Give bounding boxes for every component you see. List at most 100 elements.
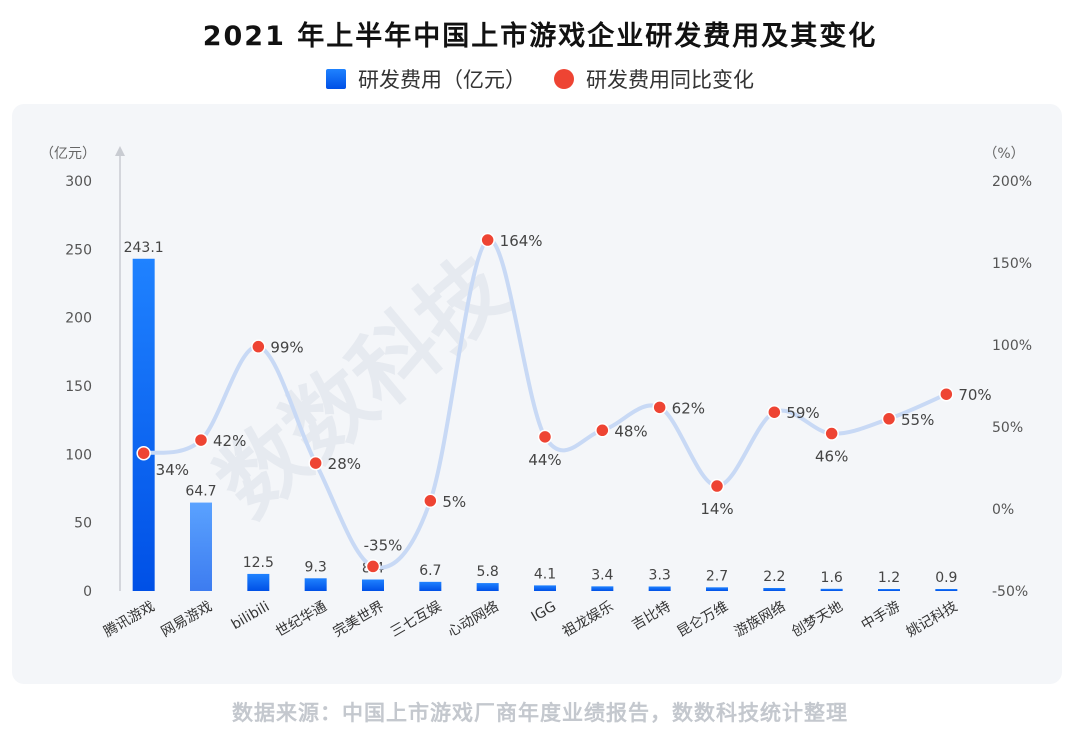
y-right-tick-label: 150% <box>992 256 1032 272</box>
y-right-unit: （%） <box>983 146 1024 162</box>
y-right-tick-label: 0% <box>992 502 1014 518</box>
bar-value-label: 2.2 <box>763 569 785 585</box>
bar <box>706 587 728 591</box>
bar-value-label: 0.9 <box>935 570 957 586</box>
yoy-value-label: -35% <box>364 536 403 554</box>
bar-value-label: 9.3 <box>305 559 327 575</box>
x-tick-label: 完美世界 <box>331 599 387 641</box>
yoy-value-label: 14% <box>700 500 733 518</box>
bar-value-label: 4.1 <box>534 566 556 582</box>
legend-item-yoy-change[interactable]: 研发费用同比变化 <box>554 64 754 94</box>
legend-label-yoy-change: 研发费用同比变化 <box>586 68 754 92</box>
yoy-dot <box>881 411 897 427</box>
x-tick-label: 三七互娱 <box>388 599 444 641</box>
yoy-value-label: 28% <box>328 455 361 473</box>
bar <box>763 587 786 591</box>
x-tick-label: 中手游 <box>859 599 903 634</box>
bar <box>362 579 384 591</box>
y-right-tick-label: 50% <box>992 420 1023 436</box>
yoy-value-label: 62% <box>672 399 705 417</box>
yoy-value-label: 5% <box>442 493 466 511</box>
yoy-value-label: 55% <box>901 411 934 429</box>
yoy-value-label: 164% <box>500 232 543 250</box>
yoy-dot <box>480 232 495 248</box>
x-tick-label: 祖龙娱乐 <box>560 599 616 641</box>
bar-value-label: 64.7 <box>185 484 216 500</box>
bar <box>190 502 212 591</box>
y-left-tick-label: 100 <box>65 447 92 463</box>
bar <box>534 585 556 591</box>
bar <box>935 589 958 591</box>
y-left-tick-label: 0 <box>83 584 92 600</box>
y-left-unit: （亿元） <box>40 146 96 162</box>
x-tick-label: 世纪华通 <box>273 599 329 641</box>
source-note: 数据来源：中国上市游戏厂商年度业绩报告，数数科技统计整理 <box>232 701 848 725</box>
y-right-tick-label: 100% <box>992 338 1032 354</box>
x-tick-label: 腾讯游戏 <box>101 598 158 641</box>
watermark-text: 数数科技 <box>199 238 527 536</box>
yoy-dot <box>193 432 209 448</box>
x-tick-label: 心动网络 <box>445 599 501 641</box>
yoy-dot <box>308 455 323 471</box>
legend-dot-swatch <box>554 69 574 89</box>
x-tick-label: 网易游戏 <box>159 599 215 641</box>
y-axis-arrow <box>115 146 125 156</box>
yoy-value-label: 34% <box>156 461 189 479</box>
y-right-tick-label: 200% <box>992 174 1032 190</box>
x-tick-label: 姚记科技 <box>904 599 960 641</box>
bar-value-label: 3.3 <box>649 567 671 583</box>
bar-value-label: 12.5 <box>243 555 274 571</box>
legend-bar-swatch <box>326 69 346 89</box>
yoy-dot <box>251 339 266 354</box>
yoy-dot <box>136 445 151 461</box>
y-left-tick-label: 250 <box>65 242 92 258</box>
bar <box>591 586 614 591</box>
yoy-dot <box>939 386 954 402</box>
yoy-dot <box>824 426 839 441</box>
yoy-dot <box>423 493 438 509</box>
y-left-tick-label: 150 <box>65 379 92 395</box>
watermark: 数数科技 <box>199 238 527 536</box>
yoy-value-label: 70% <box>958 386 991 404</box>
legend: 研发费用（亿元） 研发费用同比变化 <box>0 64 1080 94</box>
bar <box>476 583 499 591</box>
yoy-value-label: 46% <box>815 448 848 466</box>
bar <box>247 573 270 591</box>
yoy-dot <box>652 400 667 415</box>
legend-label-rd-cost: 研发费用（亿元） <box>358 68 526 92</box>
bar-value-label: 1.2 <box>878 570 900 586</box>
bar <box>132 258 155 591</box>
yoy-dot <box>365 559 381 574</box>
y-left-tick-label: 200 <box>65 311 92 327</box>
yoy-value-label: 59% <box>786 404 819 422</box>
bar <box>648 586 671 591</box>
yoy-value-label: 99% <box>270 339 303 357</box>
x-tick-label: 吉比特 <box>629 599 673 634</box>
chart-title: 2021 年上半年中国上市游戏企业研发费用及其变化 <box>202 21 878 52</box>
x-tick-label: 创梦天地 <box>789 599 845 641</box>
yoy-dot <box>595 423 610 438</box>
yoy-dot <box>767 404 782 420</box>
bar <box>304 578 327 591</box>
y-right-tick-label: -50% <box>992 584 1028 600</box>
bar <box>419 581 442 591</box>
yoy-value-label: 48% <box>614 422 647 440</box>
legend-item-rd-cost[interactable]: 研发费用（亿元） <box>326 64 526 94</box>
bar-value-label: 3.4 <box>591 567 613 583</box>
bar <box>820 588 843 591</box>
y-left-tick-label: 50 <box>74 516 92 532</box>
bar <box>878 589 900 591</box>
bar-value-label: 5.8 <box>477 564 499 580</box>
yoy-dot <box>709 478 725 494</box>
x-tick-label: 游族网络 <box>732 599 788 641</box>
yoy-value-label: 44% <box>528 451 561 469</box>
bar-value-label: 6.7 <box>419 563 441 579</box>
x-tick-label: IGG <box>529 599 559 626</box>
yoy-value-label: 42% <box>213 432 246 450</box>
yoy-dot <box>537 429 553 445</box>
y-left-tick-label: 300 <box>65 174 92 190</box>
bar-value-label: 1.6 <box>821 570 843 586</box>
x-tick-label: 昆仑万维 <box>675 599 731 641</box>
x-tick-label: bilibili <box>229 599 273 633</box>
